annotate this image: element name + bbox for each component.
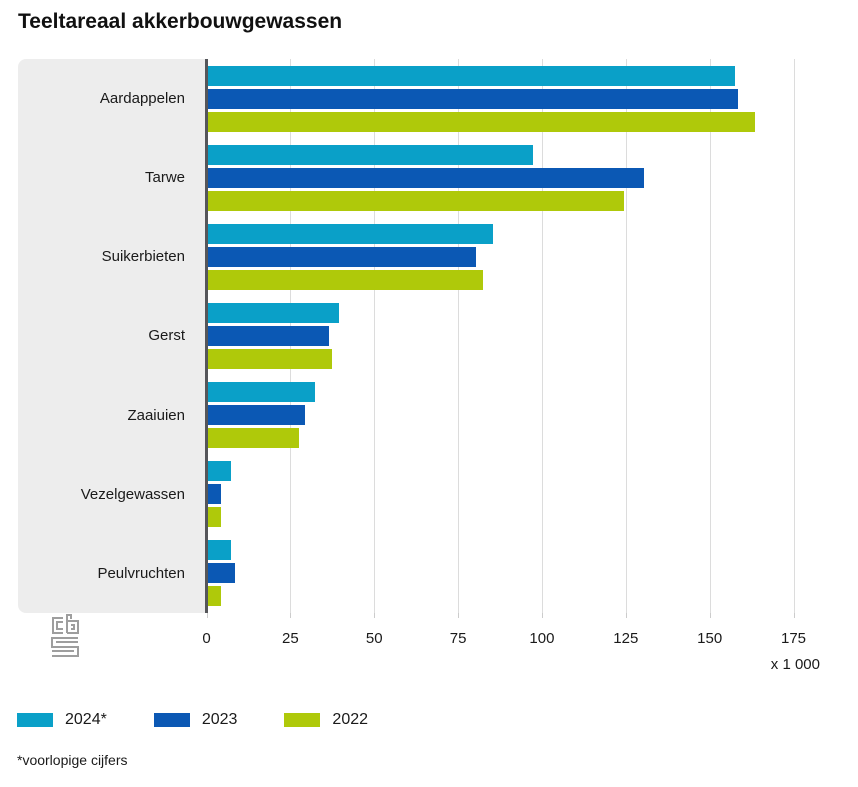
bar-2023-tarwe[interactable] (208, 167, 645, 188)
y-axis-line (205, 59, 208, 613)
legend-item-2024[interactable]: 2024* (17, 711, 107, 729)
category-panel (18, 59, 205, 613)
tick-mark-0 (206, 613, 208, 618)
bar-2023-peulvruchten[interactable] (208, 563, 235, 584)
gridline-100 (541, 59, 543, 613)
bar-2023-vezelgewassen[interactable] (208, 484, 222, 505)
tick-mark-125 (625, 613, 627, 618)
x-tick-label-25: 25 (282, 630, 299, 647)
bar-2023-aardappelen[interactable] (208, 88, 738, 109)
category-row-suikerbieten: Suikerbieten (18, 217, 840, 296)
gridline-125 (625, 59, 627, 613)
bar-group-gerst (208, 296, 339, 375)
bar-group-aardappelen (208, 59, 755, 138)
bar-2022-suikerbieten[interactable] (208, 269, 484, 290)
legend-item-2023[interactable]: 2023 (153, 711, 238, 729)
x-tick-label-100: 100 (529, 630, 555, 647)
category-row-aardappelen: Aardappelen (18, 59, 840, 138)
bar-2024-gerst[interactable] (208, 302, 339, 323)
legend-label-2024: 2024* (65, 711, 107, 728)
category-label-zaaiuien: Zaaiuien (127, 406, 185, 424)
bar-2024-suikerbieten[interactable] (208, 223, 494, 244)
bar-2023-zaaiuien[interactable] (208, 405, 306, 426)
category-label-aardappelen: Aardappelen (99, 90, 185, 108)
tick-mark-75 (458, 613, 460, 618)
category-row-tarwe: Tarwe (18, 138, 840, 217)
bar-2022-zaaiuien[interactable] (208, 428, 299, 449)
legend-swatch-2022 (284, 713, 321, 727)
x-tick-label-150: 150 (697, 630, 723, 647)
tick-mark-25 (290, 613, 292, 618)
x-tick-label-50: 50 (365, 630, 383, 647)
cbs-logo (51, 614, 79, 657)
bar-2022-tarwe[interactable] (208, 190, 624, 211)
chart-title: Teeltareaal akkerbouwgewassen (18, 10, 343, 33)
bar-2024-vezelgewassen[interactable] (208, 461, 232, 482)
bar-group-peulvruchten (208, 534, 235, 613)
bar-2024-zaaiuien[interactable] (208, 382, 316, 403)
chart-area: Aardappelen Tarwe Suikerbieten Gerst Zaaiuie… (18, 59, 840, 657)
category-row-zaaiuien: Zaaiuien (18, 376, 840, 455)
bar-2022-vezelgewassen[interactable] (208, 507, 222, 528)
gridline-175 (793, 59, 795, 613)
category-label-tarwe: Tarwe (144, 169, 185, 187)
gridline-150 (709, 59, 711, 613)
bar-2023-suikerbieten[interactable] (208, 246, 477, 267)
x-tick-label-125: 125 (613, 630, 639, 647)
category-label-peulvruchten: Peulvruchten (97, 564, 185, 582)
gridline-75 (458, 59, 460, 613)
legend-item-2022[interactable]: 2022 (284, 711, 368, 729)
legend-label-2022: 2022 (332, 711, 369, 728)
x-tick-label-75: 75 (449, 630, 467, 647)
x-axis-labels: 0 25 50 75 100 125 150 175 (18, 630, 840, 650)
tick-mark-150 (709, 613, 711, 618)
tick-mark-100 (541, 613, 543, 618)
tick-mark-50 (374, 613, 376, 618)
gridline-50 (374, 59, 376, 613)
legend-swatch-2023 (153, 713, 190, 727)
legend-label-2023: 2023 (201, 711, 238, 728)
bar-2024-aardappelen[interactable] (208, 65, 735, 86)
x-axis-unit-label: x 1 000 (770, 656, 820, 673)
bar-2022-aardappelen[interactable] (208, 111, 755, 132)
bar-group-zaaiuien (208, 376, 316, 455)
footnote: *voorlopige cijfers (17, 752, 128, 768)
bar-group-tarwe (208, 138, 645, 217)
category-label-vezelgewassen: Vezelgewassen (80, 485, 185, 503)
legend: 2024* 2023 2022 (17, 711, 368, 729)
bar-2022-peulvruchten[interactable] (208, 586, 222, 607)
category-row-peulvruchten: Peulvruchten (18, 534, 840, 613)
category-row-vezelgewassen: Vezelgewassen (18, 455, 840, 534)
legend-swatch-2024 (17, 713, 53, 727)
bar-group-suikerbieten (208, 217, 494, 296)
bar-2024-peulvruchten[interactable] (208, 540, 232, 561)
category-label-suikerbieten: Suikerbieten (101, 248, 185, 266)
tick-mark-175 (793, 613, 795, 618)
x-tick-label-175: 175 (781, 630, 807, 647)
category-row-gerst: Gerst (18, 296, 840, 375)
category-label-gerst: Gerst (148, 327, 185, 345)
bar-group-vezelgewassen (208, 455, 232, 534)
bar-2023-gerst[interactable] (208, 325, 329, 346)
bar-2024-tarwe[interactable] (208, 144, 534, 165)
x-tick-label-0: 0 (202, 630, 211, 647)
bar-2022-gerst[interactable] (208, 348, 333, 369)
